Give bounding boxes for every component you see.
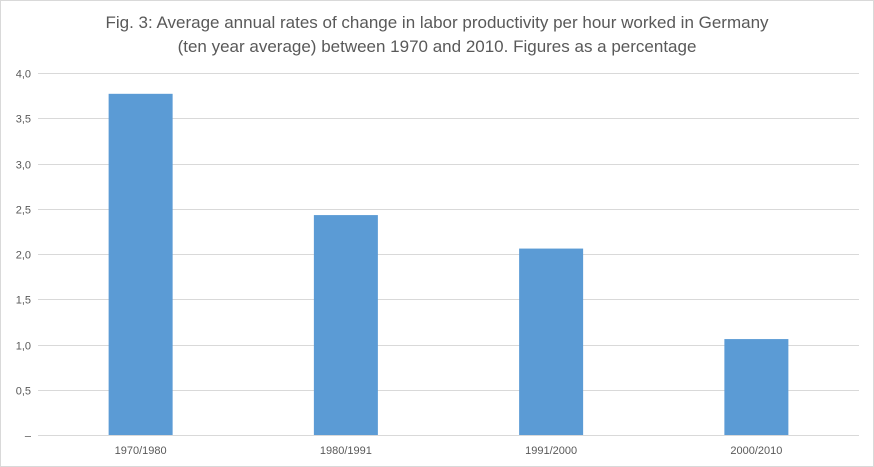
gridlines	[38, 73, 859, 436]
y-tick-label: 0,5	[16, 386, 31, 398]
bar-2000-2010	[724, 339, 789, 435]
x-tick-label: 1970/1980	[115, 445, 167, 457]
chart-title-line-2: (ten year average) between 1970 and 2010…	[177, 37, 697, 56]
y-tick-label: 2,5	[16, 205, 31, 217]
y-tick-label: –	[25, 431, 32, 443]
y-tick-label: 2,0	[16, 250, 31, 262]
bar-1980-1991	[313, 215, 378, 435]
y-tick-label: 1,5	[16, 295, 31, 307]
x-tick-label: 1980/1991	[320, 445, 372, 457]
chart-title: Fig. 3: Average annual rates of change i…	[1, 11, 873, 59]
x-tick-label: 2000/2010	[730, 445, 782, 457]
bars	[108, 93, 789, 435]
chart-title-line-1: Fig. 3: Average annual rates of change i…	[105, 13, 769, 32]
x-tick-label: 1991/2000	[525, 445, 577, 457]
y-tick-label: 4,0	[16, 69, 31, 81]
y-axis-ticks: – 0,5 1,0 1,5 2,0 2,5 3,0 3,5 4,0	[16, 69, 32, 443]
y-tick-label: 1,0	[16, 341, 31, 353]
x-axis-ticks: 1970/1980 1980/1991 1991/2000 2000/2010	[115, 445, 783, 457]
y-tick-label: 3,5	[16, 114, 31, 126]
y-tick-label: 3,0	[16, 160, 31, 172]
bar-1991-2000	[519, 248, 584, 435]
bar-1970-1980	[108, 93, 173, 435]
